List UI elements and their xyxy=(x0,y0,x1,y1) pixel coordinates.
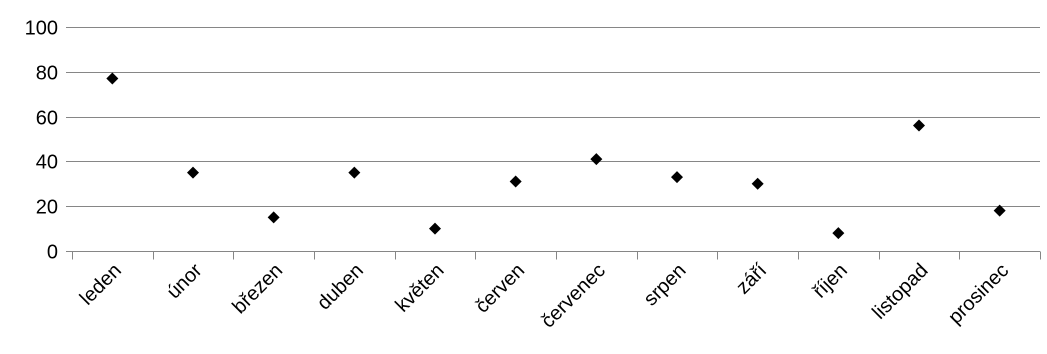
x-tick-label: prosinec xyxy=(944,259,1013,328)
x-tick-label: leden xyxy=(76,259,126,309)
data-point xyxy=(751,177,764,190)
data-point xyxy=(106,72,119,85)
x-tick-label: srpen xyxy=(640,259,691,310)
y-tick-label: 0 xyxy=(47,242,58,264)
y-tick-label: 20 xyxy=(36,197,58,219)
x-tick-label: červen xyxy=(471,259,529,317)
x-tick-label: únor xyxy=(163,259,207,303)
data-point xyxy=(832,227,845,240)
data-point xyxy=(267,211,280,224)
data-point xyxy=(348,166,361,179)
x-axis-ticks: leden únor březen duben květen červen červenec… xyxy=(72,251,1041,332)
x-tick-label: listopad xyxy=(868,259,932,323)
x-tick-label: březen xyxy=(228,259,287,318)
x-tick-label: říjen xyxy=(809,259,852,302)
data-point xyxy=(509,175,522,188)
y-tick-label: 40 xyxy=(36,152,58,174)
data-point xyxy=(187,166,199,179)
y-tick-label: 100 xyxy=(25,18,58,40)
y-tick-label: 60 xyxy=(36,108,58,130)
data-point xyxy=(429,222,441,235)
data-point xyxy=(913,119,925,132)
y-tick-label: 80 xyxy=(36,63,58,85)
data-point xyxy=(993,204,1006,217)
x-tick-label: červenec xyxy=(537,259,610,332)
x-tick-label: září xyxy=(732,259,771,298)
x-tick-label: duben xyxy=(313,259,368,314)
data-point xyxy=(671,171,683,184)
x-tick-label: květen xyxy=(391,259,448,316)
y-axis-ticks: 0 20 40 60 80 100 xyxy=(25,18,72,264)
data-point xyxy=(590,153,603,166)
y-gridlines xyxy=(72,27,1040,207)
data-points xyxy=(106,72,1006,240)
